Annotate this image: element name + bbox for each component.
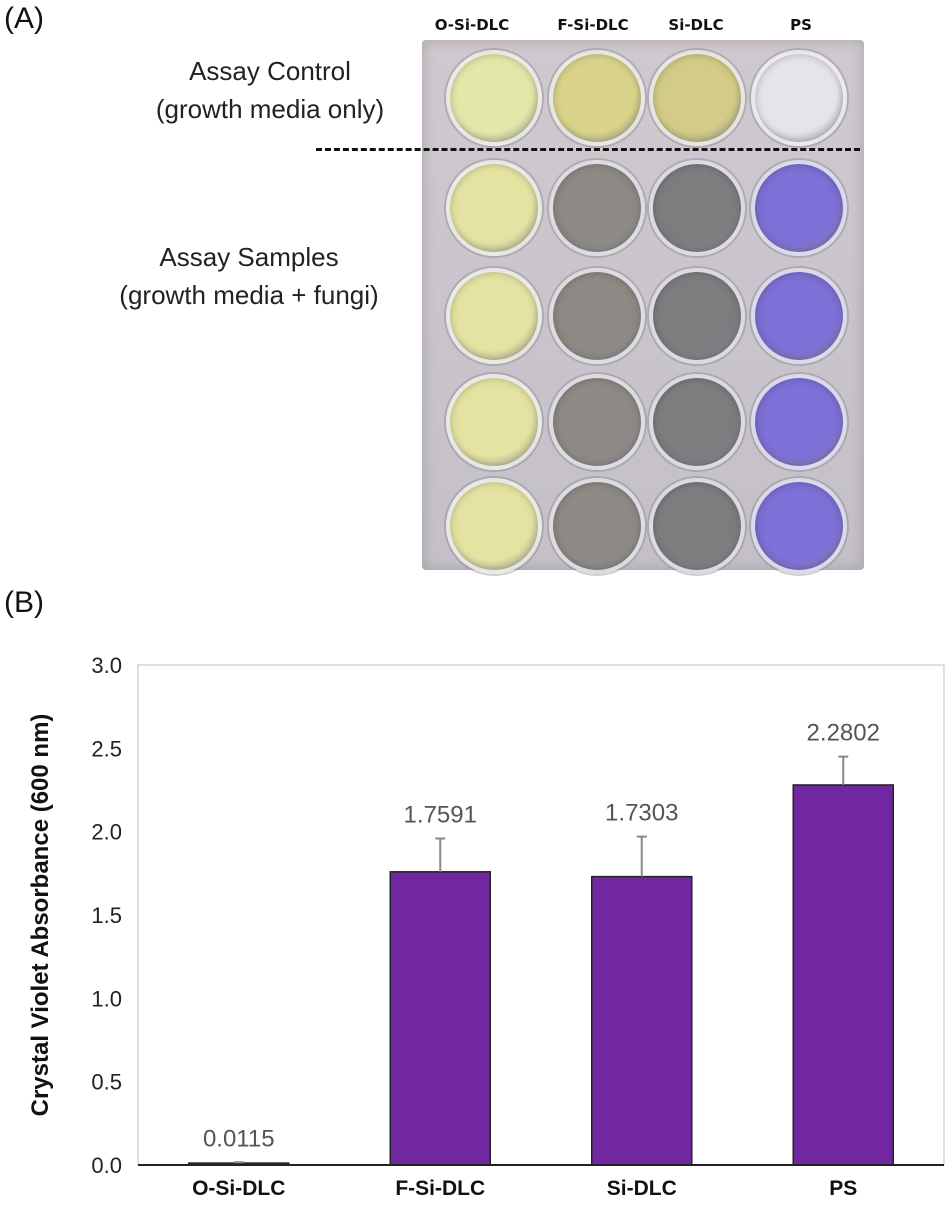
column-label-ps: PS [790, 16, 812, 34]
control-well-o-si-dlc [446, 50, 542, 146]
y-tick-label: 0.0 [91, 1153, 122, 1178]
sample-well-4-si-dlc [649, 478, 745, 574]
sample-well-3-f-si-dlc [549, 374, 645, 470]
y-tick-label: 0.5 [91, 1070, 122, 1095]
sample-well-1-o-si-dlc [446, 160, 542, 256]
y-tick-label: 1.5 [91, 903, 122, 928]
value-label: 1.7303 [605, 800, 678, 827]
y-tick-label: 1.0 [91, 986, 122, 1011]
sample-well-3-o-si-dlc [446, 374, 542, 470]
bar-ps [792, 784, 894, 1166]
sample-well-2-o-si-dlc [446, 268, 542, 364]
sample-well-2-si-dlc [649, 268, 745, 364]
y-tick-label: 3.0 [91, 653, 122, 678]
sample-well-2-ps [751, 268, 847, 364]
control-sample-divider [316, 148, 860, 151]
column-label-o-si-dlc: O-Si-DLC [434, 16, 510, 34]
column-label-f-si-dlc: F-Si-DLC [557, 16, 629, 34]
sample-well-1-ps [751, 160, 847, 256]
assay-control-title: Assay Control [189, 56, 351, 86]
well-plate-photo [422, 40, 864, 574]
control-well-si-dlc [649, 50, 745, 146]
value-label: 1.7591 [404, 801, 477, 828]
sample-well-3-ps [751, 374, 847, 470]
bar-f-si-dlc [389, 871, 491, 1166]
sample-well-1-si-dlc [649, 160, 745, 256]
assay-control-subtitle: (growth media only) [155, 94, 385, 124]
sample-well-1-f-si-dlc [549, 160, 645, 256]
category-label: F-Si-DLC [395, 1177, 485, 1200]
assay-control-label: Assay Control (growth media only) [110, 52, 430, 128]
y-tick-label: 2.5 [91, 736, 122, 761]
control-well-ps [751, 50, 847, 146]
bar-si-dlc [591, 875, 693, 1166]
category-label: Si-DLC [607, 1177, 677, 1200]
control-well-f-si-dlc [549, 50, 645, 146]
value-label: 2.2802 [807, 720, 880, 747]
panel-a-label: (A) [4, 2, 44, 35]
sample-well-4-o-si-dlc [446, 478, 542, 574]
assay-samples-title: Assay Samples [159, 242, 339, 272]
assay-samples-label: Assay Samples (growth media + fungi) [68, 238, 430, 314]
bar-chart: 0.0 0.5 1.0 1.5 2.0 2.5 3.0 Crystal Violet Abso… [27, 653, 945, 1200]
category-label: O-Si-DLC [192, 1177, 285, 1200]
sample-well-4-ps [751, 478, 847, 574]
y-axis-title: Crystal Violet Absorbance (600 nm) [27, 714, 54, 1117]
category-label: PS [829, 1177, 857, 1200]
assay-samples-subtitle: (growth media + fungi) [119, 280, 379, 310]
sample-well-2-f-si-dlc [549, 268, 645, 364]
sample-well-3-si-dlc [649, 374, 745, 470]
sample-well-4-f-si-dlc [549, 478, 645, 574]
value-label: 0.0115 [203, 1125, 275, 1152]
panel-b-label: (B) [4, 586, 44, 619]
y-tick-label: 2.0 [91, 820, 122, 845]
column-label-si-dlc: Si-DLC [668, 16, 724, 34]
